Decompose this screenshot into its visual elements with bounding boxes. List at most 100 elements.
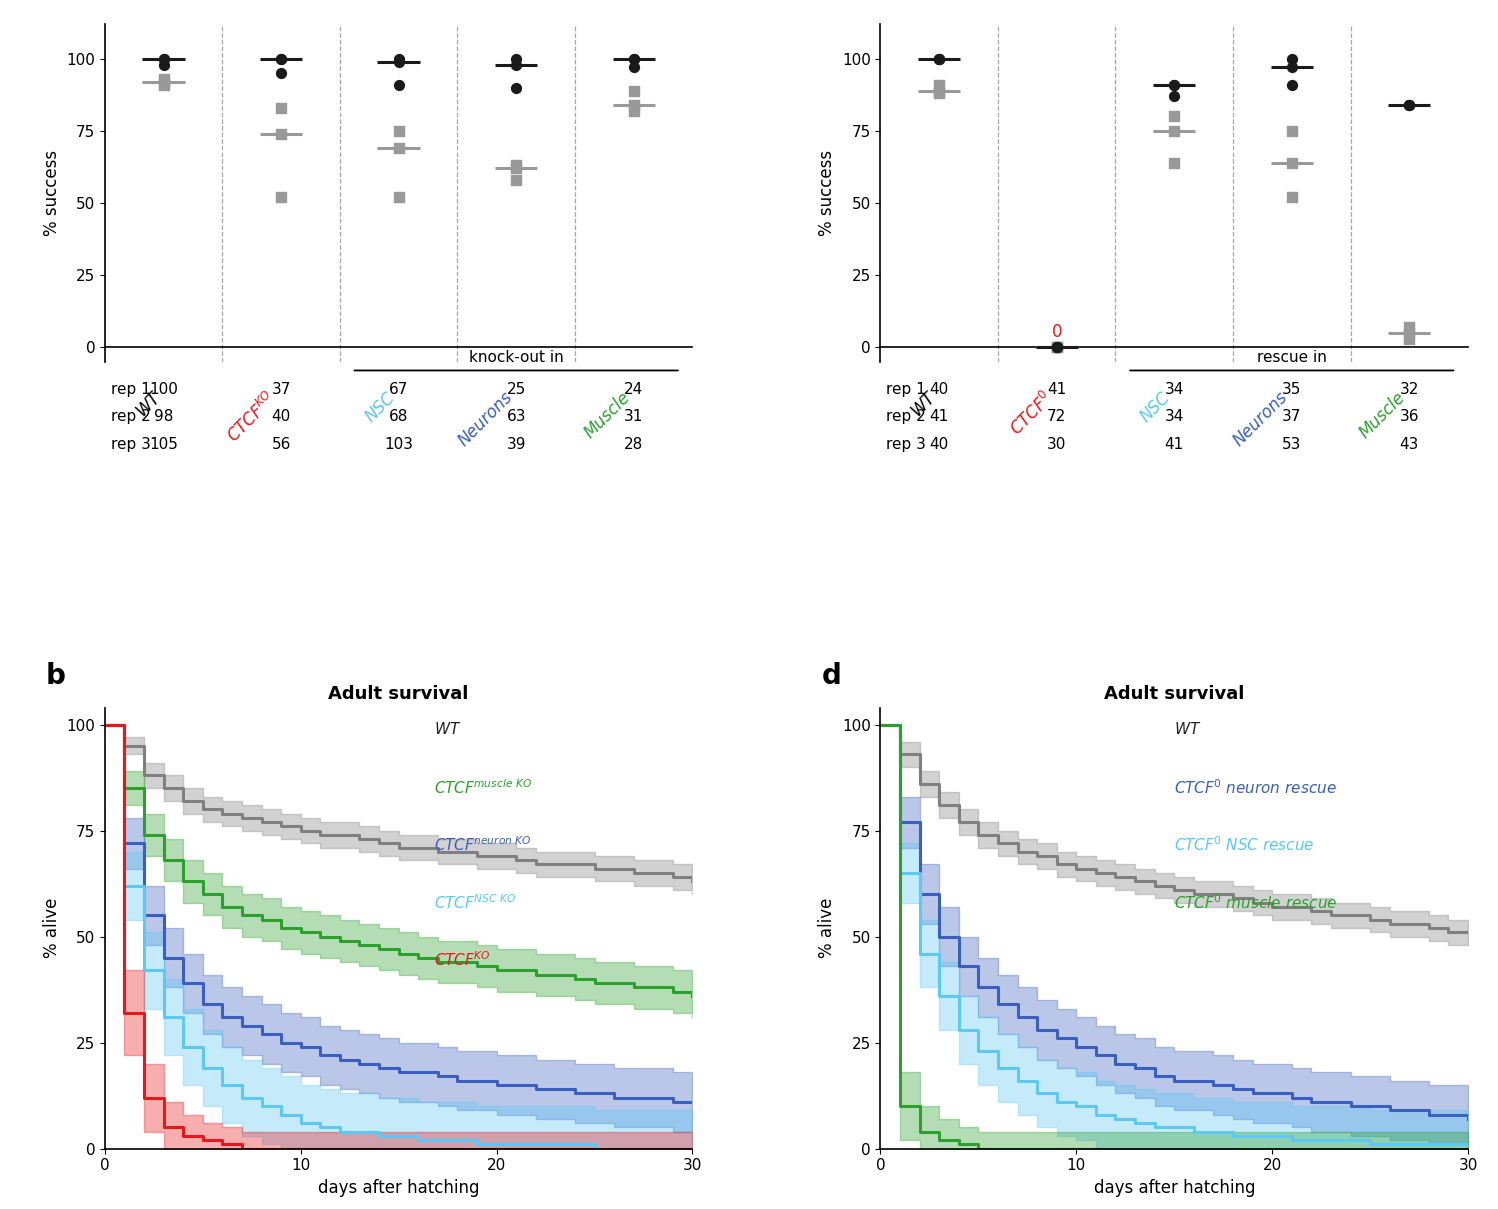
Text: NSC: NSC [1137,388,1174,426]
Point [1162,87,1186,106]
Point [1398,323,1422,342]
Text: rep 1: rep 1 [887,382,926,397]
Point [505,54,529,74]
Text: d: d [822,663,842,690]
Point [622,96,646,115]
Point [1162,106,1186,126]
Text: NSC: NSC [361,388,398,426]
Text: rescue in: rescue in [1257,349,1327,365]
Text: rep 3: rep 3 [887,438,926,452]
Text: 34: 34 [1164,410,1183,424]
Point [622,58,646,77]
Point [1162,121,1186,140]
Point [270,50,294,69]
Point [151,50,175,69]
Title: Adult survival: Adult survival [1104,686,1245,704]
Point [927,81,951,100]
Point [927,50,951,69]
Title: Adult survival: Adult survival [328,686,469,704]
Text: 28: 28 [625,438,643,452]
Point [386,187,410,207]
Point [151,69,175,88]
Text: 43: 43 [1399,438,1419,452]
Text: 103: 103 [383,438,413,452]
Point [505,156,529,175]
Text: rep 2: rep 2 [887,410,926,424]
Text: 30: 30 [1047,438,1067,452]
Text: 37: 37 [1282,410,1302,424]
Text: 0: 0 [1052,323,1062,341]
Text: $\it{CTCF}$$^{0}$ $\it{neuron\ rescue}$: $\it{CTCF}$$^{0}$ $\it{neuron\ rescue}$ [1174,779,1338,797]
Point [151,54,175,74]
Text: 41: 41 [1047,382,1067,397]
Point [927,83,951,103]
Point [1162,75,1186,94]
Text: 36: 36 [1399,410,1419,424]
Text: 37: 37 [271,382,291,397]
Point [622,102,646,121]
Text: rep 3: rep 3 [111,438,151,452]
Text: Neurons: Neurons [1230,388,1291,450]
Point [386,139,410,158]
Point [505,158,529,178]
Text: 98: 98 [154,410,174,424]
Point [270,98,294,117]
Point [1398,329,1422,348]
Text: $\it{CTCF}$$^{\it{neuron\ KO}}$: $\it{CTCF}$$^{\it{neuron\ KO}}$ [434,835,532,855]
Y-axis label: % alive: % alive [818,898,836,959]
Point [386,121,410,140]
Text: rep 2: rep 2 [111,410,150,424]
Y-axis label: % success: % success [43,150,61,236]
Text: Muscle: Muscle [580,388,634,442]
Text: Neurons: Neurons [454,388,517,450]
Text: 67: 67 [389,382,409,397]
Point [386,52,410,71]
Text: 31: 31 [625,410,643,424]
Text: 105: 105 [150,438,178,452]
Point [1279,58,1303,77]
Point [622,50,646,69]
Point [927,50,951,69]
Point [622,50,646,69]
Text: $\it{CTCF}$$^{0}$ $\it{NSC\ rescue}$: $\it{CTCF}$$^{0}$ $\it{NSC\ rescue}$ [1174,835,1315,855]
Y-axis label: % success: % success [818,150,836,236]
Point [1398,96,1422,115]
Text: CTCF$^{0}$: CTCF$^{0}$ [1007,388,1056,439]
Point [505,77,529,97]
Point [1279,50,1303,69]
Text: $\it{WT}$: $\it{WT}$ [1174,721,1201,736]
Point [151,50,175,69]
Point [1398,317,1422,336]
Text: knock-out in: knock-out in [469,349,563,365]
Point [270,64,294,83]
Text: 72: 72 [1047,410,1067,424]
Text: 34: 34 [1164,382,1183,397]
Point [1044,337,1068,357]
Text: WT: WT [132,388,163,420]
Text: $\it{CTCF}$$^{\it{KO}}$: $\it{CTCF}$$^{\it{KO}}$ [434,950,490,968]
Text: 35: 35 [1282,382,1302,397]
Text: CTCF$^{KO}$: CTCF$^{KO}$ [223,388,282,446]
Text: Muscle: Muscle [1356,388,1410,442]
X-axis label: days after hatching: days after hatching [1094,1179,1255,1197]
Point [505,50,529,69]
Text: 32: 32 [1399,382,1419,397]
Text: 68: 68 [389,410,409,424]
Y-axis label: % alive: % alive [43,898,61,959]
Point [1162,75,1186,94]
Point [1398,96,1422,115]
Point [151,73,175,92]
Point [151,75,175,94]
Point [270,125,294,144]
Point [927,50,951,69]
Text: rep 1: rep 1 [111,382,150,397]
Point [1044,337,1068,357]
Point [622,81,646,100]
Point [1279,121,1303,140]
Text: $\it{CTCF}$$^{0}$ $\it{muscle\ rescue}$: $\it{CTCF}$$^{0}$ $\it{muscle\ rescue}$ [1174,892,1338,912]
Point [386,75,410,94]
Text: $\it{CTCF}$$^{\it{NSC\ KO}}$: $\it{CTCF}$$^{\it{NSC\ KO}}$ [434,892,517,912]
Text: 40: 40 [930,382,948,397]
Text: 63: 63 [506,410,526,424]
Text: 24: 24 [625,382,643,397]
